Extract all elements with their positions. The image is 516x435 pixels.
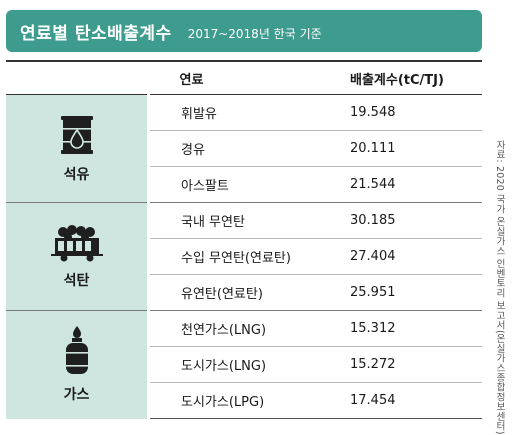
fuel-name: 천연가스(LNG) (148, 310, 321, 347)
emission-value: 21.544 (321, 166, 482, 203)
category-cell-petroleum: 석유 (6, 94, 150, 203)
fuel-name: 휘발유 (181, 107, 217, 122)
emission-value: 25.951 (321, 274, 482, 311)
table-row: 아스팔트 21.544 (6, 166, 482, 203)
emission-value: 17.454 (321, 382, 482, 419)
fuel-name: 경유 (148, 130, 321, 167)
table-row: 경유 20.111 (6, 130, 482, 167)
gas-cylinder-icon (65, 325, 88, 374)
emission-value: 27.404 (321, 238, 482, 275)
header-category-blank (6, 62, 149, 95)
table-row: 유연탄(연료탄) 25.951 (6, 274, 482, 311)
top-rule (6, 60, 482, 62)
emission-value: 20.111 (321, 130, 482, 167)
category-label-petroleum: 석유 (63, 166, 90, 183)
category-cell-gas: 가스 (6, 310, 150, 419)
emission-value: 30.185 (321, 202, 482, 239)
table-row: 도시가스(LPG) 17.454 (6, 382, 482, 419)
header-row: 연료 배출계수(tC/TJ) (6, 62, 482, 95)
page-title: 연료별 탄소배출계수 (20, 23, 172, 44)
emission-factor-table: 연료 배출계수(tC/TJ) 석유 휘발유 (6, 62, 482, 419)
fuel-name: 국내 무연탄 (148, 202, 321, 239)
fuel-name: 수입 무연탄(연료탄) (148, 238, 321, 275)
category-label-gas: 가스 (63, 386, 90, 403)
source-note: 자료: 2020 국가 온실가스 인벤토리 보고서(온실가스종합정보센터) (494, 140, 505, 435)
emission-value: 15.272 (321, 346, 482, 383)
table-row: 가스 천연가스(LNG) 15.312 (6, 310, 482, 419)
header-fuel: 연료 (148, 62, 321, 95)
category-cell-coal: 석탄 (6, 202, 150, 311)
oil-drum-icon (60, 115, 93, 154)
fuel-name: 유연탄(연료탄) (148, 274, 321, 311)
fuel-name: 도시가스(LPG) (148, 382, 321, 419)
fuel-name: 아스팔트 (148, 166, 321, 203)
table-row: 수입 무연탄(연료탄) 27.404 (6, 238, 482, 275)
title-banner: 연료별 탄소배출계수 2017~2018년 한국 기준 (6, 10, 482, 52)
page-subtitle: 2017~2018년 한국 기준 (187, 26, 322, 41)
table-row: 석유 휘발유 19.548 (6, 94, 482, 203)
category-label-coal: 석탄 (63, 272, 90, 289)
emission-value: 19.548 (350, 105, 396, 120)
header-value: 배출계수(tC/TJ) (321, 62, 482, 95)
fuel-name: 도시가스(LNG) (148, 346, 321, 383)
coal-cart-icon (50, 224, 103, 261)
table-row: 석탄 국내 무연탄 30.185 (6, 202, 482, 311)
table-row: 도시가스(LNG) 15.272 (6, 346, 482, 383)
emission-value: 15.312 (321, 310, 482, 347)
